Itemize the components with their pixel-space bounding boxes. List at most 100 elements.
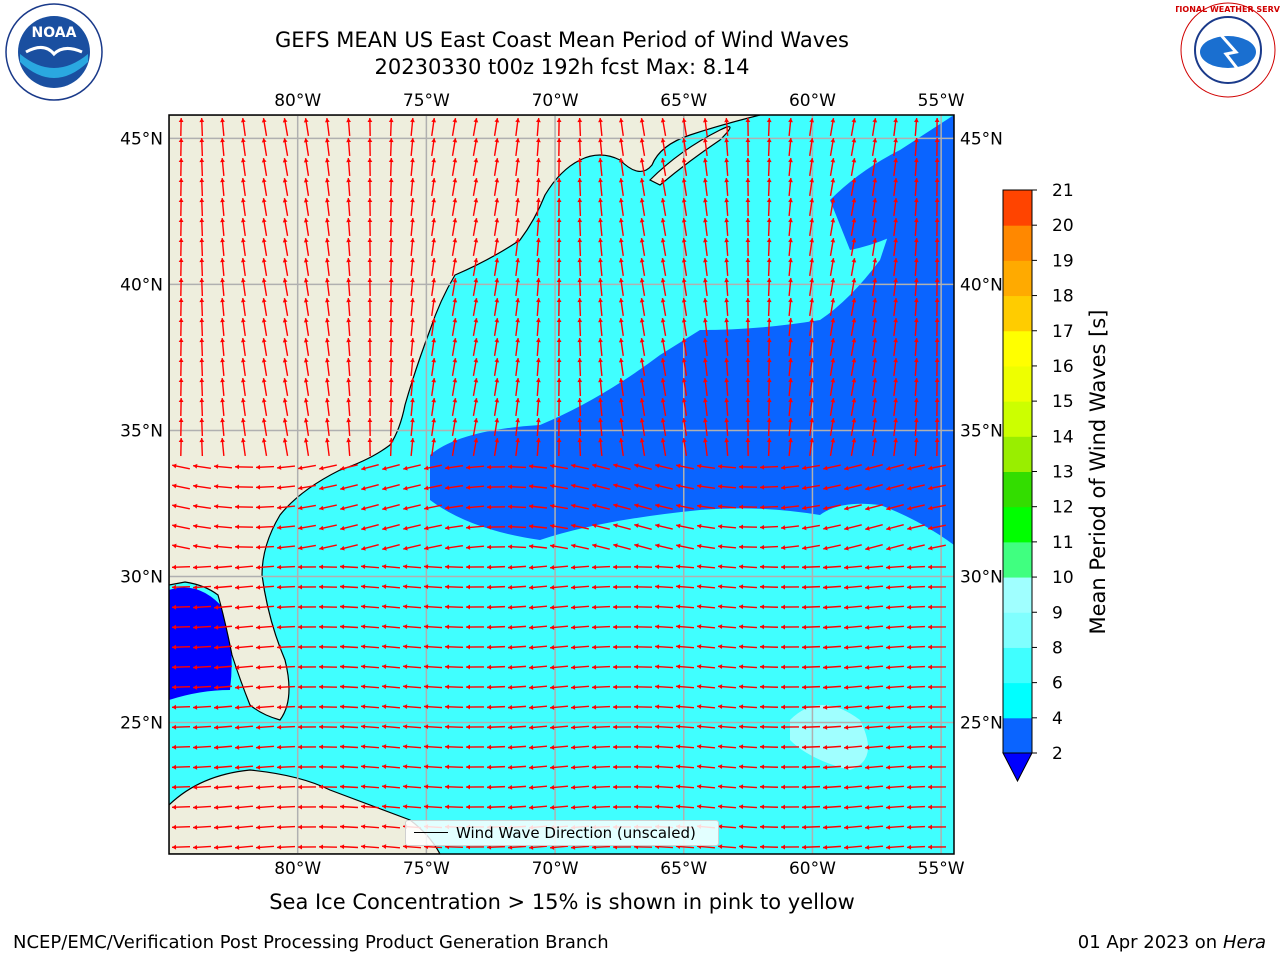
wind-arrow [571,523,589,530]
wind-arrow [633,784,653,790]
wind-arrow [702,197,708,217]
wind-arrow [402,684,422,689]
wind-arrow [913,177,919,197]
wind-arrow [745,397,751,417]
wind-arrow [759,704,779,710]
wind-arrow [717,544,737,549]
wind-arrow [843,725,863,730]
wind-arrow [633,744,653,750]
wind-arrow [486,544,506,550]
wind-arrow [493,418,500,436]
wind-arrow [681,158,688,176]
wind-arrow [213,524,233,529]
wind-arrow [465,644,485,650]
wind-arrow [612,744,632,750]
wind-arrow [282,118,289,136]
wind-arrow [319,524,337,531]
wind-arrow [240,177,246,197]
wind-arrow [303,338,310,356]
wind-arrow [451,218,458,236]
wind-arrow [346,377,352,397]
wind-arrow [339,704,359,710]
wind-arrow [613,543,631,550]
wind-arrow [829,158,836,176]
wind-arrow [829,378,836,396]
wind-arrow [178,437,184,457]
wind-arrow [255,804,275,810]
lat-label-left: 45°N [120,129,163,149]
wind-arrow [634,543,652,550]
colorbar-segment [1003,436,1032,472]
wind-arrow [809,137,815,157]
wind-arrow [234,544,254,550]
colorbar-tick-label: 13 [1052,463,1074,483]
wind-arrow [423,744,443,750]
wind-arrow [381,804,401,809]
wind-arrow [360,724,380,730]
wind-arrow [199,117,205,137]
wind-arrow [234,725,254,730]
wind-arrow [802,504,820,511]
wind-arrow [843,665,863,670]
wind-arrow [535,357,541,377]
wind-arrow [801,844,821,850]
wind-arrow [340,524,358,531]
wind-arrow [591,804,611,810]
wind-arrow [717,704,737,709]
wind-arrow [809,297,815,317]
wind-arrow [696,564,716,569]
wind-arrow [381,624,401,629]
wind-arrow [759,564,779,570]
wind-arrow [318,644,338,650]
wind-arrow [738,764,758,770]
wind-arrow [535,417,541,437]
wind-arrow [738,784,758,790]
colorbar-segment [1003,401,1032,437]
wind-arrow [612,564,632,570]
wind-arrow [766,217,772,237]
wind-arrow [759,824,779,830]
wind-arrow [213,845,233,850]
wind-arrow [681,258,688,276]
wind-arrow [885,664,905,670]
wind-arrow [528,685,548,690]
wind-arrow [893,197,899,217]
wind-arrow [192,844,212,850]
wind-arrow [822,724,842,730]
wind-arrow [324,297,330,317]
wind-arrow [913,197,919,217]
wind-arrow [780,784,800,790]
wind-arrow [297,784,317,790]
wind-arrow [822,624,842,630]
wind-arrow [192,483,212,490]
wind-arrow [893,377,899,397]
wind-arrow [261,438,268,456]
wind-arrow [556,257,562,277]
wind-arrow [472,278,479,296]
wind-arrow [549,625,569,630]
wind-arrow [388,197,394,217]
colorbar-segment [1003,330,1032,367]
wind-arrow [240,337,246,357]
wind-arrow [381,844,401,849]
wind-arrow [451,238,458,256]
wind-arrow [570,704,590,710]
wind-arrow [346,277,352,297]
wind-arrow [591,724,611,730]
wind-arrow [864,725,884,730]
wind-arrow [472,198,479,216]
wind-arrow [388,397,394,417]
wind-arrow [528,805,548,810]
wind-arrow [172,523,190,530]
nws-logo-text: NATIONAL WEATHER SERVICE [1176,5,1280,14]
wind-arrow [192,543,212,550]
wind-arrow [451,198,458,216]
wind-arrow [843,565,863,570]
wind-arrow [927,664,947,670]
wind-arrow [303,258,310,276]
wind-arrow [639,278,646,296]
wind-arrow [724,437,730,457]
wind-arrow [766,297,772,317]
wind-arrow [192,523,212,530]
wind-arrow [822,664,842,670]
